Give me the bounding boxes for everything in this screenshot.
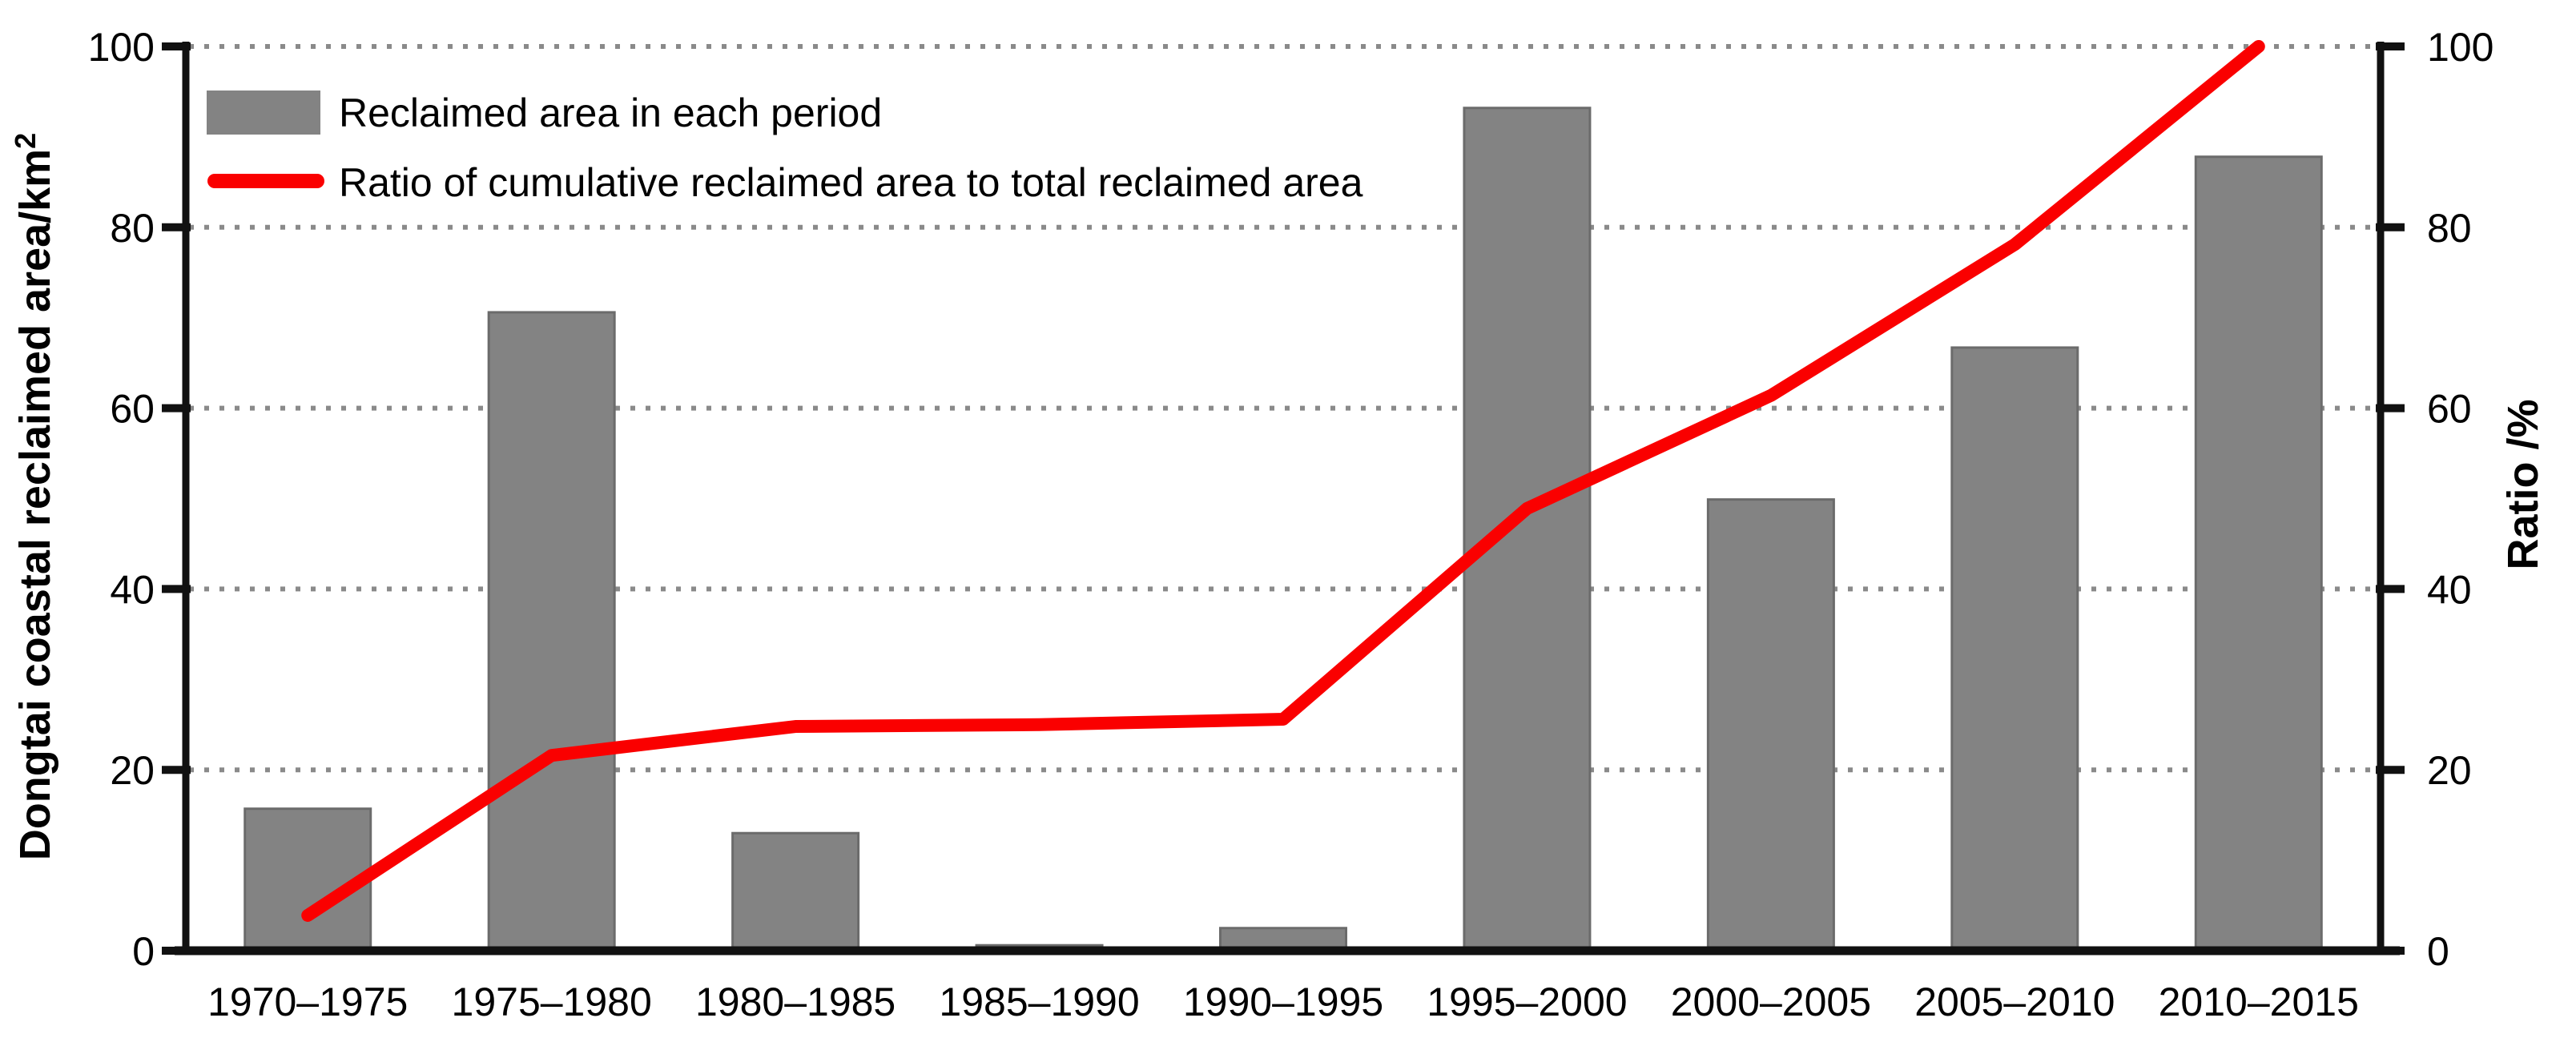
right-tick-label-60: 60 xyxy=(2427,387,2472,432)
x-tick-label-1970–1975: 1970–1975 xyxy=(207,980,408,1024)
legend-label-ratio-line: Ratio of cumulative reclaimed area to to… xyxy=(339,160,1363,205)
axes xyxy=(162,42,2405,956)
right-tick-label-40: 40 xyxy=(2427,567,2472,612)
left-axis-title: Dongtai coastal reclaimed area/km2 xyxy=(9,133,59,860)
bar-2000–2005 xyxy=(1706,498,1835,952)
bar-series xyxy=(244,107,2323,952)
x-tick-label-2000–2005: 2000–2005 xyxy=(1671,980,1871,1024)
left-tick-label-80: 80 xyxy=(110,206,155,251)
left-tick-label-0: 0 xyxy=(132,929,155,974)
bar-1995–2000 xyxy=(1463,107,1592,952)
right-tick-label-0: 0 xyxy=(2427,929,2449,974)
left-axis-tick-labels: 0 20 40 60 80 100 xyxy=(88,25,155,974)
x-tick-label-1990–1995: 1990–1995 xyxy=(1183,980,1383,1024)
left-tick-label-20: 20 xyxy=(110,748,155,793)
x-tick-label-2005–2010: 2005–2010 xyxy=(1914,980,2115,1024)
bar-1975–1980 xyxy=(487,311,616,952)
legend: Reclaimed area in each period Ratio of c… xyxy=(207,91,1363,205)
x-tick-label-1980–1985: 1980–1985 xyxy=(695,980,896,1024)
right-tick-label-80: 80 xyxy=(2427,206,2472,251)
bar-1970–1975 xyxy=(244,807,372,952)
right-tick-label-20: 20 xyxy=(2427,748,2472,793)
bar-2010–2015 xyxy=(2194,155,2323,952)
x-tick-label-2010–2015: 2010–2015 xyxy=(2159,980,2359,1024)
x-tick-label-1985–1990: 1985–1990 xyxy=(939,980,1139,1024)
x-tick-label-1995–2000: 1995–2000 xyxy=(1427,980,1627,1024)
left-tick-label-40: 40 xyxy=(110,567,155,612)
legend-label-reclaimed-area: Reclaimed area in each period xyxy=(339,91,882,135)
legend-swatch-reclaimed-area xyxy=(207,91,320,135)
x-axis-tick-labels: 1970–1975 1975–1980 1980–1985 1985–1990 1990… xyxy=(207,980,2359,1024)
left-tick-label-60: 60 xyxy=(110,387,155,432)
left-tick-label-100: 100 xyxy=(88,25,155,70)
x-tick-label-1975–1980: 1975–1980 xyxy=(452,980,652,1024)
right-axis-tick-labels: 0 20 40 60 80 100 xyxy=(2427,25,2493,974)
right-tick-label-100: 100 xyxy=(2427,25,2493,70)
ratio-line-series xyxy=(301,40,2265,922)
bar-2005–2010 xyxy=(1950,346,2079,952)
right-axis-title: Ratio /% xyxy=(2499,399,2547,569)
bar-1980–1985 xyxy=(731,831,860,952)
